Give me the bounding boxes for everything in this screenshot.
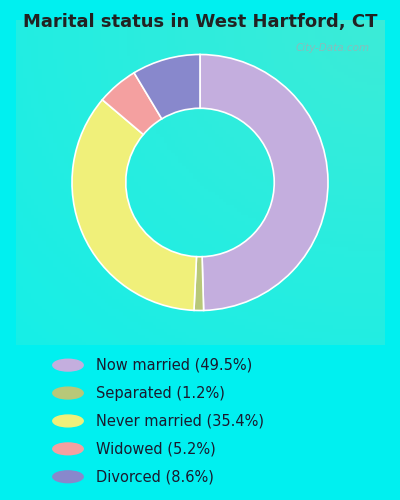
Text: Never married (35.4%): Never married (35.4%) — [96, 414, 264, 428]
Circle shape — [53, 443, 83, 454]
Wedge shape — [134, 54, 200, 119]
Text: Separated (1.2%): Separated (1.2%) — [96, 386, 225, 400]
Wedge shape — [194, 256, 204, 310]
Circle shape — [53, 471, 83, 482]
Wedge shape — [102, 73, 162, 134]
Text: Now married (49.5%): Now married (49.5%) — [96, 358, 252, 372]
Wedge shape — [72, 100, 196, 310]
Text: Divorced (8.6%): Divorced (8.6%) — [96, 469, 214, 484]
Text: City-Data.com: City-Data.com — [295, 43, 369, 52]
Circle shape — [53, 415, 83, 427]
Wedge shape — [200, 54, 328, 310]
Circle shape — [53, 360, 83, 371]
Text: Widowed (5.2%): Widowed (5.2%) — [96, 442, 216, 456]
Text: Marital status in West Hartford, CT: Marital status in West Hartford, CT — [23, 12, 377, 30]
Circle shape — [53, 387, 83, 399]
